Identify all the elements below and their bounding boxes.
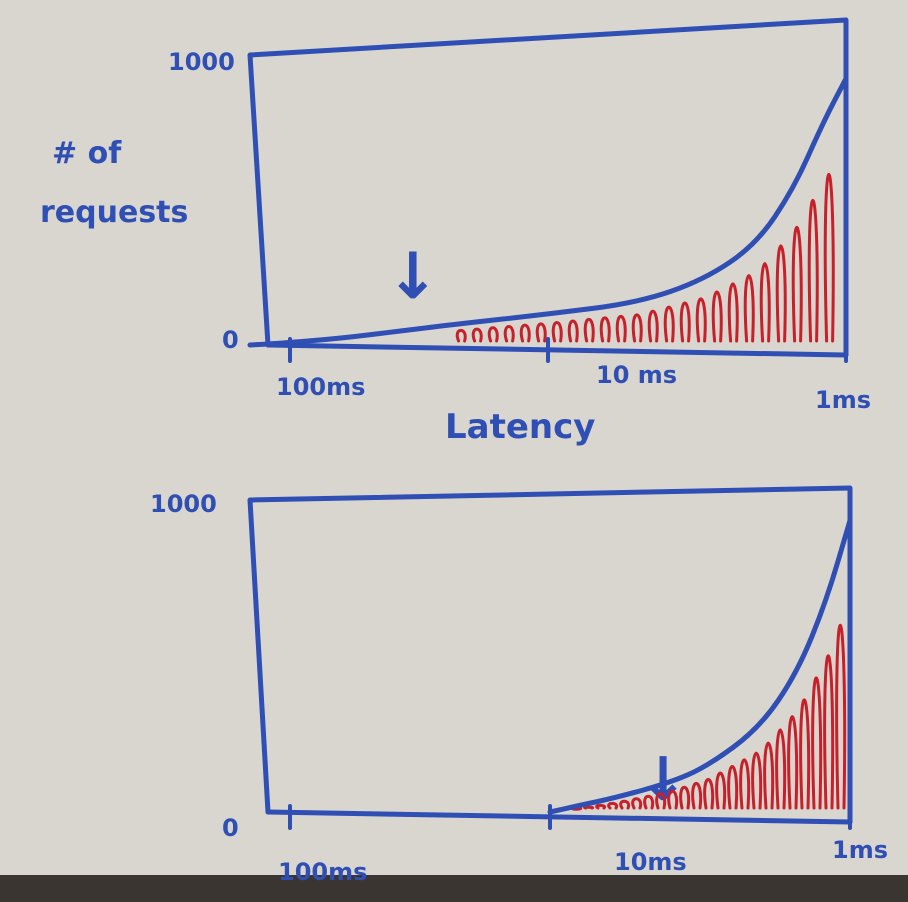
chart-2-series-line (547, 517, 853, 815)
chart-1-arrow-marker: ↓ (386, 240, 440, 314)
chart-1-ytick-max: 1000 (168, 48, 235, 76)
chart-1-xtick-100ms: 100ms (276, 373, 365, 401)
chart-1: # of requests 1000 0 100ms 10 ms 1ms Lat… (40, 17, 871, 447)
chart-1-xtick-10ms: 10 ms (596, 361, 677, 389)
chart-1-ytick-min: 0 (222, 326, 239, 354)
chart-1-ylabel-line-1: # of (52, 136, 122, 171)
chart-1-frame (247, 17, 849, 358)
chart-2-ytick-min: 0 (222, 814, 239, 842)
chart-2-hatch-fill (571, 624, 847, 811)
chart-1-xlabel: Latency (445, 407, 595, 447)
chart-1-series-line (247, 76, 849, 348)
chart-2: 1000 0 100ms 10ms 1ms ↓ (150, 485, 888, 886)
chart-2-xtick-10ms: 10ms (614, 848, 687, 876)
chart-2-x-axis (265, 809, 853, 825)
chart-2-frame (247, 485, 853, 825)
chart-2-xtick-100ms: 100ms (278, 858, 367, 886)
chart-1-hatch-fill (455, 172, 835, 343)
chart-1-x-axis (265, 342, 849, 358)
chart-1-xtick-1ms: 1ms (815, 386, 871, 414)
chart-2-xtick-1ms: 1ms (832, 836, 888, 864)
chart-2-ytick-max: 1000 (150, 490, 217, 518)
table-edge (0, 875, 908, 902)
chart-1-ylabel-line-2: requests (40, 195, 188, 230)
